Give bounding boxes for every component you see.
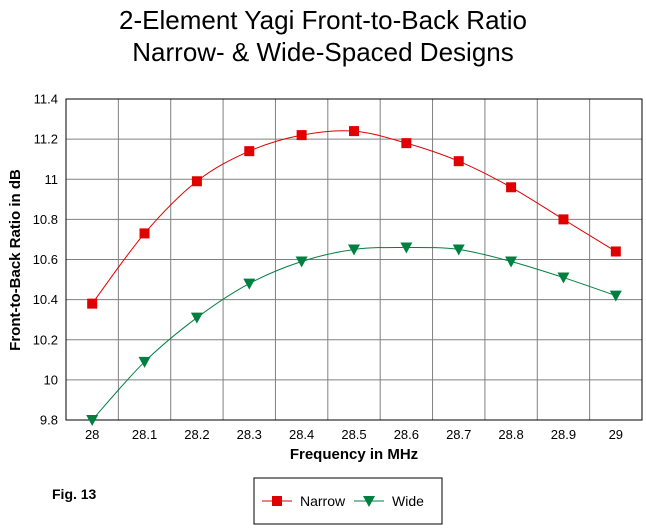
x-tick-label: 28.8 <box>498 427 523 442</box>
data-point <box>139 228 150 239</box>
legend-marker <box>363 496 375 507</box>
data-point <box>505 256 518 268</box>
figure-label: Fig. 13 <box>52 486 97 502</box>
x-tick-label: 28.4 <box>289 427 314 442</box>
plot-area <box>65 98 643 421</box>
data-point <box>506 182 517 193</box>
chart-title: 2-Element Yagi Front-to-Back Ratio <box>119 5 527 35</box>
data-point <box>244 146 255 157</box>
x-tick-label: 28.9 <box>551 427 576 442</box>
data-point <box>609 290 622 302</box>
series-narrow <box>87 126 621 309</box>
series-wide <box>86 242 622 426</box>
data-point <box>400 242 413 254</box>
y-tick-label: 11.4 <box>34 92 58 107</box>
data-point <box>557 272 570 284</box>
y-tick-label: 10.4 <box>33 292 58 307</box>
x-tick-label: 28.1 <box>132 427 157 442</box>
data-point <box>558 214 569 225</box>
y-tick-label: 11.2 <box>34 132 58 147</box>
x-tick-label: 28.5 <box>341 427 366 442</box>
data-point <box>349 126 359 137</box>
legend-item-narrow: Narrow <box>262 493 346 509</box>
data-point <box>243 278 256 290</box>
chart-subtitle: Narrow- & Wide-Spaced Designs <box>132 37 514 67</box>
y-tick-label: 10.8 <box>33 212 58 227</box>
legend: Narrow Wide <box>253 477 443 525</box>
data-point <box>348 244 360 256</box>
grid <box>66 99 642 420</box>
data-point <box>86 415 99 426</box>
legend-marker <box>272 496 282 506</box>
x-tick-label: 28.3 <box>237 427 262 442</box>
x-tick-label: 28.6 <box>394 427 419 442</box>
y-tick-label: 11 <box>45 172 59 187</box>
data-point <box>190 312 203 324</box>
series-group <box>86 126 622 426</box>
y-axis-label: Front-to-Back Ratio in dB <box>7 169 24 351</box>
y-tick-label: 10.6 <box>33 252 58 267</box>
data-point <box>138 356 151 368</box>
data-point <box>452 244 465 256</box>
y-tick-label: 10 <box>44 372 58 387</box>
data-point <box>87 298 98 309</box>
x-tick-label: 28 <box>85 427 99 442</box>
tick-labels: 28 28.1 28.2 28.3 28.4 28.5 28.6 28.7 28.8 28.9 29… <box>33 92 623 443</box>
data-point <box>401 138 412 149</box>
x-tick-label: 28.2 <box>184 427 209 442</box>
data-point <box>191 176 202 187</box>
legend-label: Narrow <box>300 493 346 509</box>
data-point <box>296 130 307 141</box>
legend-item-wide: Wide <box>354 493 424 509</box>
y-tick-label: 9.8 <box>40 413 58 428</box>
x-axis-label: Frequency in MHz <box>290 446 418 463</box>
data-point <box>295 256 308 268</box>
data-point <box>453 156 464 167</box>
y-tick-label: 10.2 <box>33 332 58 347</box>
x-tick-label: 29 <box>609 427 623 442</box>
x-tick-label: 28.7 <box>446 427 471 442</box>
legend-label: Wide <box>392 493 424 509</box>
data-point <box>610 246 621 257</box>
